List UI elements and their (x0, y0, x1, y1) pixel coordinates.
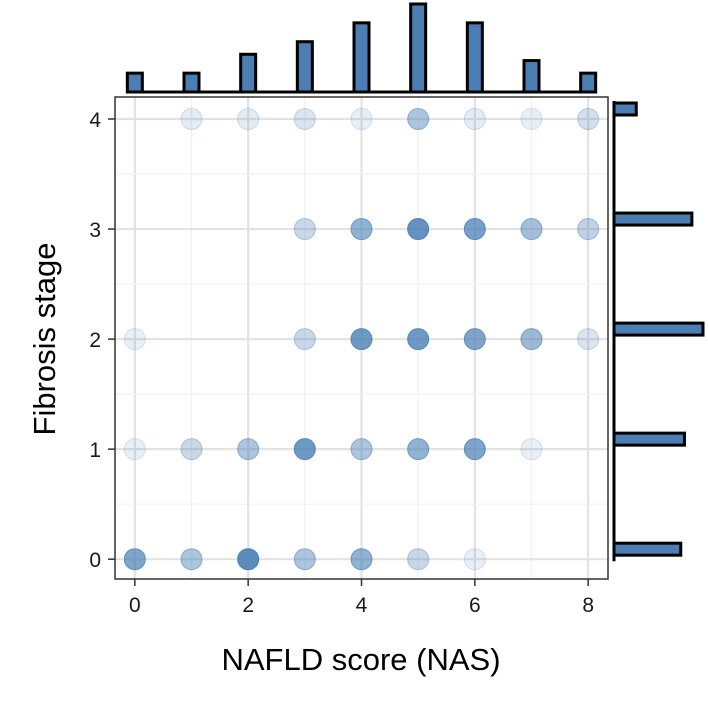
scatter-point (293, 328, 316, 351)
scatter-point (180, 108, 203, 131)
right-histogram-bar (612, 321, 705, 337)
scatter-point (407, 218, 430, 241)
y-axis-title: Fibrosis stage (27, 243, 62, 436)
x-tick-label: 4 (356, 594, 368, 617)
x-tick-label: 2 (242, 594, 254, 617)
scatter-point (463, 108, 486, 131)
x-tick-label: 0 (129, 594, 141, 617)
scatter-point (293, 438, 316, 461)
y-tick-label: 2 (89, 329, 101, 352)
scatter-point (520, 438, 543, 461)
scatter-point (237, 108, 260, 131)
top-histogram-bar (522, 59, 541, 94)
scatter-point (293, 218, 316, 241)
top-histogram-bar (465, 21, 484, 94)
scatter-point (123, 328, 146, 351)
right-histogram-bar (612, 101, 638, 117)
y-tick-label: 0 (89, 549, 101, 572)
top-histogram-bar (352, 21, 371, 94)
scatter-point (520, 108, 543, 131)
right-histogram-bar (612, 431, 686, 447)
x-tick-label: 8 (582, 594, 594, 617)
scatter-point (577, 108, 600, 131)
scatter-point (577, 218, 600, 241)
scatter-point (463, 438, 486, 461)
scatter-point (350, 218, 373, 241)
scatter-point (237, 438, 260, 461)
scatter-point (350, 328, 373, 351)
scatter-point (463, 218, 486, 241)
scatter-point (350, 438, 373, 461)
x-tick-label: 6 (469, 594, 481, 617)
scatter-point (407, 328, 430, 351)
scatter-point (577, 328, 600, 351)
scatter-point (123, 438, 146, 461)
scatter-point (407, 548, 430, 571)
scatter-point (123, 548, 146, 571)
top-histogram-bar (579, 71, 598, 94)
scatter-point (293, 108, 316, 131)
scatter-point (463, 548, 486, 571)
scatter-point (520, 328, 543, 351)
scatter-point (293, 548, 316, 571)
right-histogram-bar (612, 211, 694, 227)
top-histogram-bar (182, 71, 201, 94)
top-histogram-bar (409, 2, 428, 94)
scatter-point (350, 108, 373, 131)
y-tick-label: 4 (89, 109, 101, 132)
points-layer (123, 108, 600, 571)
top-histogram-bar (295, 40, 314, 94)
top-histogram (125, 2, 598, 94)
x-axis-title: NAFLD score (NAS) (221, 642, 500, 677)
right-histogram-bar (612, 541, 683, 557)
scatter-point (350, 548, 373, 571)
right-histogram (612, 101, 705, 562)
axis-layer: 0 2 4 6 8 0 1 2 3 4 (89, 109, 594, 617)
y-tick-label: 1 (89, 439, 101, 462)
scatter-point (463, 328, 486, 351)
scatter-point (237, 548, 260, 571)
scatter-point (520, 218, 543, 241)
y-tick-label: 3 (89, 219, 101, 242)
scatter-point (407, 108, 430, 131)
scatter-point (180, 548, 203, 571)
top-histogram-bar (125, 71, 144, 94)
scatter-point (180, 438, 203, 461)
top-histogram-bar (239, 52, 258, 94)
scatter-point (407, 438, 430, 461)
